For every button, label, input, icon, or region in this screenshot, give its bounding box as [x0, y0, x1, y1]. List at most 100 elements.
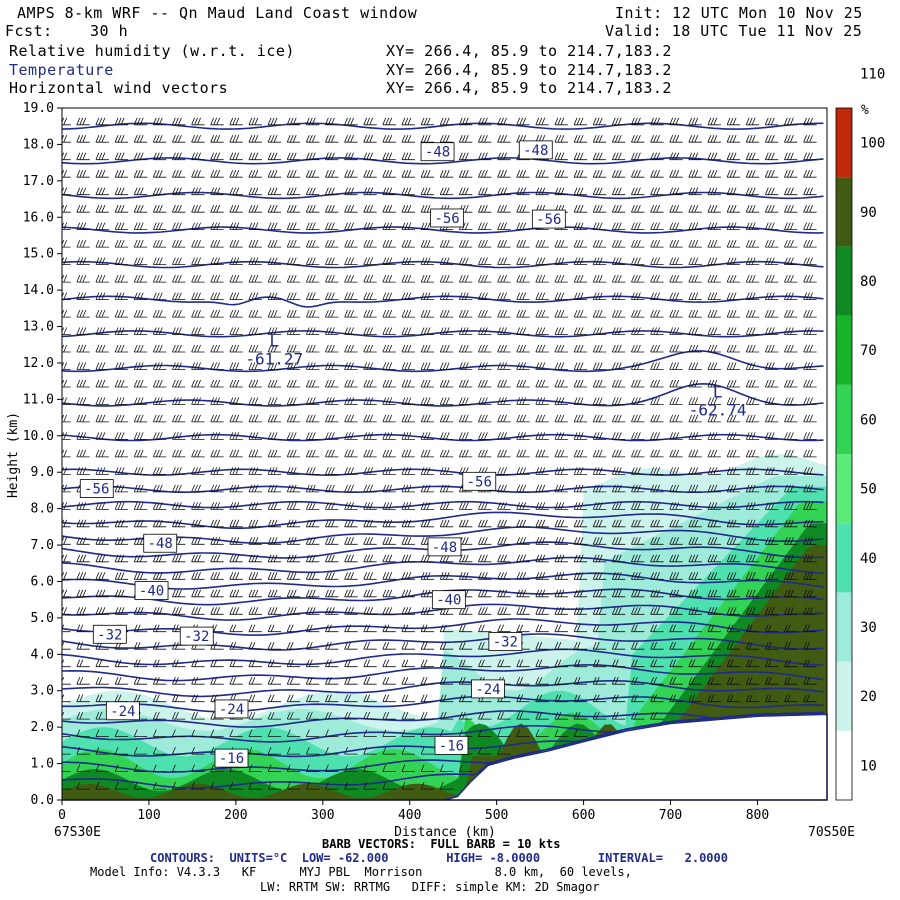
- colorbar-swatch: [836, 246, 852, 316]
- wind-barb: [573, 432, 588, 440]
- wind-barb: [439, 117, 454, 126]
- wind-barb: [497, 222, 511, 230]
- wind-barb: [439, 379, 454, 388]
- wind-barb: [382, 467, 396, 475]
- wind-barb: [497, 537, 511, 545]
- wind-barb: [420, 379, 435, 388]
- wind-barb: [650, 397, 664, 405]
- wind-barb: [286, 502, 301, 510]
- wind-barb: [592, 414, 607, 423]
- wind-barb: [439, 607, 454, 615]
- wind-barb: [497, 572, 511, 580]
- wind-barb: [439, 170, 454, 178]
- wind-barb: [210, 432, 224, 440]
- wind-barb: [592, 607, 607, 615]
- wind-barb: [210, 781, 224, 790]
- wind-barb: [535, 589, 549, 598]
- wind-barb: [382, 502, 396, 510]
- wind-barb: [325, 484, 339, 493]
- wind-barb: [133, 379, 148, 388]
- wind-barb: [191, 170, 205, 178]
- wind-barb: [172, 467, 186, 475]
- wind-barb: [669, 414, 683, 423]
- wind-barb: [267, 484, 282, 493]
- wind-barb: [458, 484, 473, 493]
- wind-barb: [650, 432, 664, 440]
- contour-labels: -48 -48-56 -56-56 -56-48 -48-40-40-32 -32 -32-…: [79, 140, 747, 768]
- wind-barb: [555, 100, 568, 107]
- wind-barb: [803, 659, 817, 668]
- wind-barb: [535, 607, 549, 615]
- wind-barb: [726, 572, 741, 580]
- wind-barb: [688, 152, 702, 161]
- temperature-label-text: -16: [439, 738, 464, 754]
- wind-barb: [745, 274, 760, 283]
- wind-barb: [611, 187, 626, 196]
- wind-barb: [267, 309, 282, 318]
- wind-barb: [592, 205, 607, 213]
- wind-barb: [458, 379, 473, 388]
- wind-barb: [382, 642, 396, 650]
- wind-barb: [382, 379, 396, 388]
- wind-barb: [401, 292, 415, 300]
- wind-barb: [650, 239, 664, 248]
- wind-barb: [210, 519, 224, 528]
- wind-barb: [172, 746, 186, 755]
- wind-barb: [248, 449, 262, 458]
- wind-barb: [707, 309, 721, 318]
- wind-barb: [210, 152, 224, 161]
- wind-barb: [267, 414, 282, 423]
- wind-barb: [229, 117, 243, 126]
- wind-barb: [420, 764, 435, 772]
- wind-barb: [95, 292, 109, 300]
- x-tick-label: 400: [398, 808, 421, 823]
- wind-barb: [401, 502, 415, 510]
- wind-barb: [745, 502, 760, 510]
- wind-barb: [114, 135, 129, 143]
- wind-barb: [631, 170, 645, 178]
- wind-barb: [229, 379, 243, 388]
- wind-barb: [554, 729, 568, 737]
- wind-barb: [611, 414, 626, 423]
- wind-barb: [631, 222, 645, 230]
- wind-barb: [114, 274, 129, 283]
- wind-barb: [650, 117, 664, 126]
- wind-barb: [210, 117, 224, 126]
- wind-barb: [707, 449, 721, 458]
- wind-barb: [535, 484, 549, 493]
- wind-barb: [535, 729, 549, 737]
- wind-barb: [745, 537, 760, 545]
- colorbar-swatch: [836, 108, 852, 178]
- wind-barb: [554, 449, 568, 458]
- wind-barb: [707, 572, 721, 580]
- wind-barb: [114, 379, 129, 388]
- wind-barb: [611, 642, 626, 650]
- wind-barb: [784, 222, 798, 230]
- wind-barb: [401, 624, 415, 633]
- wind-barb: [803, 274, 817, 283]
- init-time: Init: 12 UTC Mon 10 Nov 25: [615, 4, 863, 22]
- wind-barb: [152, 292, 167, 300]
- wind-barb: [707, 344, 721, 353]
- wind-barb: [611, 239, 626, 248]
- wind-barb: [650, 519, 664, 528]
- temperature-label: -56: [79, 479, 114, 499]
- temperature-label-text: -24: [219, 702, 244, 718]
- wind-barb: [76, 432, 90, 440]
- wind-barb: [114, 414, 129, 423]
- wind-barb: [229, 257, 243, 265]
- wind-barb: [439, 781, 454, 790]
- wind-barb: [573, 379, 588, 388]
- wind-barb: [76, 239, 90, 248]
- wind-barb: [803, 484, 817, 493]
- wind-barb: [344, 746, 358, 755]
- wind-barb: [248, 624, 262, 633]
- wind-barb: [745, 519, 760, 528]
- wind-barb: [726, 170, 741, 178]
- wind-barb: [305, 362, 320, 370]
- wind-barb: [114, 537, 129, 545]
- temperature-label-text: -32: [184, 629, 209, 645]
- wind-barb: [611, 117, 626, 126]
- wind-barb: [478, 222, 492, 230]
- temperature-label: -24: [471, 679, 505, 699]
